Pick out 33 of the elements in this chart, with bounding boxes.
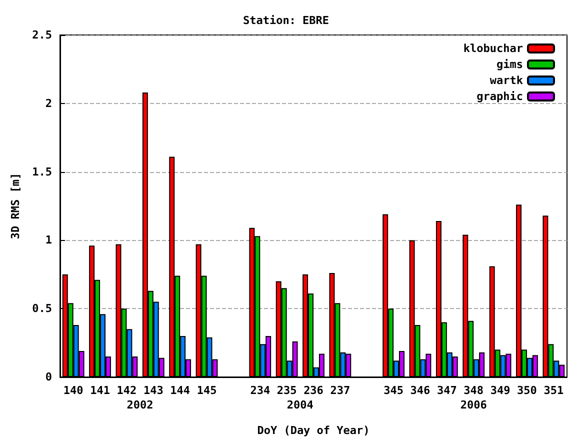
x-tick-label: 346 [410,384,431,397]
text: 2004 [286,398,314,412]
legend-label: graphic [476,90,523,103]
x-tick-label: 143 [143,384,164,397]
y-tick-label: 1.5 [32,165,52,178]
x-tick-label: 348 [464,384,484,397]
text: 2002 [126,398,154,412]
legend-label: wartk [490,74,524,87]
x-tick-label: 349 [490,384,510,397]
x-axis-title: DoY (Day of Year) [257,424,370,437]
x-tick-label: 345 [384,384,404,397]
x-tick-label: 235 [276,384,297,397]
x-tick-label: 234 [250,384,270,397]
x-tick-label: 140 [63,384,84,397]
x-tick-label: 144 [170,384,190,397]
x-tick-label: 236 [304,384,324,397]
y-tick-label: 1 [45,234,52,247]
text: 2006 [460,398,488,412]
x-tick-label: 142 [116,384,137,397]
y-axis-title: 3D RMS [m] [9,172,22,240]
chart-title: Station: EBRE [242,14,330,27]
legend-label: klobuchar [463,42,524,55]
x-tick-label: 141 [90,384,110,397]
legend-label: gims [496,58,523,71]
y-tick-label: 0.5 [32,302,52,316]
x-tick-label: 237 [330,384,350,397]
x-tick-label: 347 [436,384,457,397]
x-tick-label: 145 [196,384,217,397]
y-tick-label: 0 [45,370,52,384]
x-tick-label: 350 [517,384,537,397]
x-tick-label: 351 [544,384,564,397]
y-tick-label: 2 [45,96,52,110]
y-tick-label: 2.5 [32,28,52,42]
